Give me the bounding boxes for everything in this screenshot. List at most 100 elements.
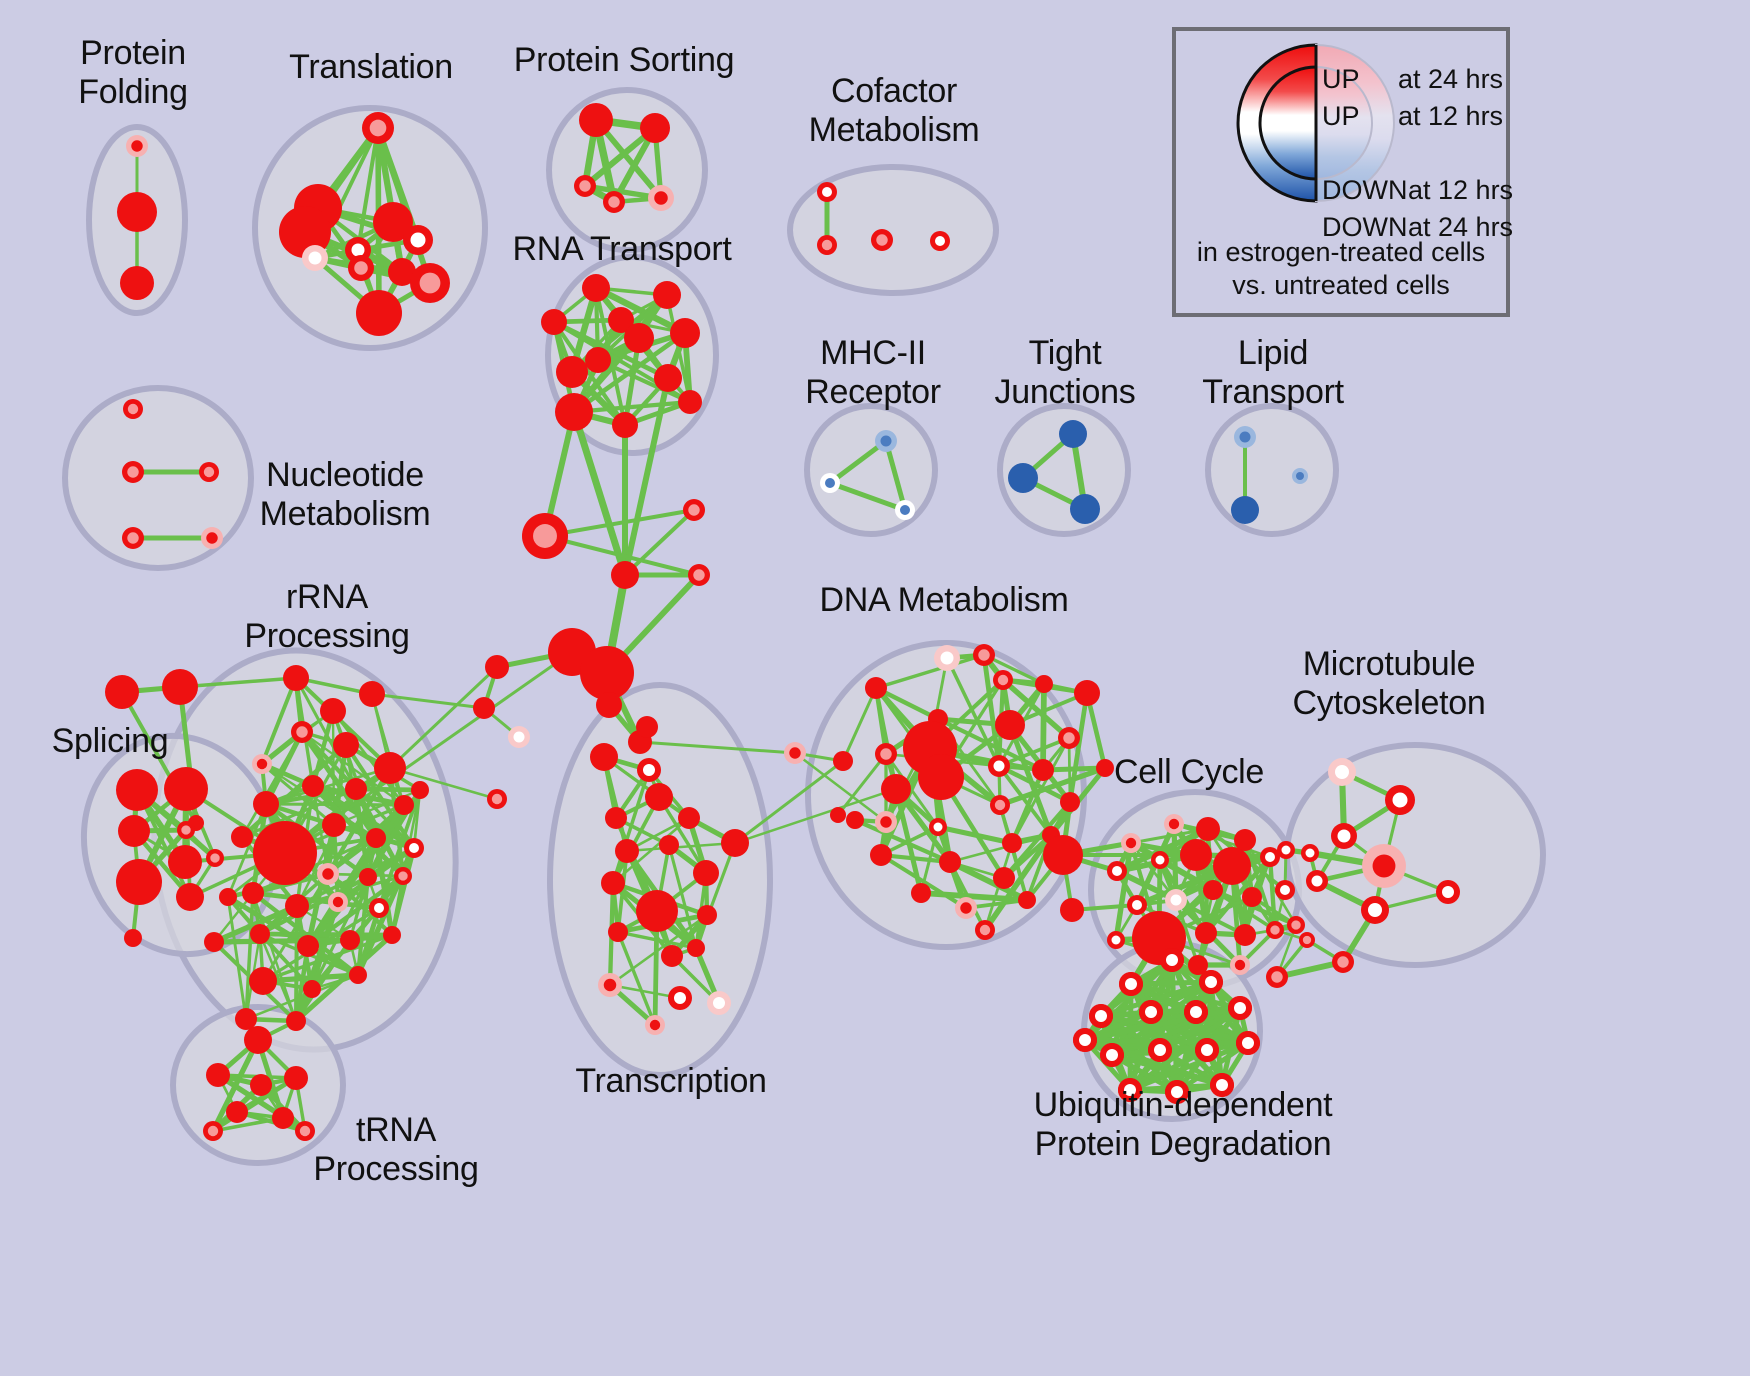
network-node <box>585 347 611 373</box>
network-node <box>1035 675 1053 693</box>
network-node <box>1301 844 1319 862</box>
network-edge <box>1274 959 1346 980</box>
network-edge <box>996 763 1073 805</box>
network-edge <box>1082 1037 1180 1095</box>
network-edge <box>388 766 499 801</box>
network-node <box>404 838 424 858</box>
network-edge <box>343 742 417 851</box>
network-node <box>636 716 658 738</box>
network-node <box>870 844 892 866</box>
network-edge <box>226 802 268 899</box>
network-node <box>253 791 279 817</box>
network-edge <box>310 783 417 851</box>
network-node <box>624 323 654 353</box>
network-node <box>687 939 705 957</box>
network-node <box>1043 835 1083 875</box>
network-edge <box>1113 840 1134 943</box>
network-edge <box>841 686 878 763</box>
network-edge <box>982 653 1046 686</box>
network-edge <box>852 817 953 865</box>
network-edge <box>1127 1040 1251 1093</box>
network-node <box>303 980 321 998</box>
network-edge <box>293 903 300 1024</box>
network-node <box>285 894 309 918</box>
network-node <box>286 1011 306 1031</box>
network-node <box>272 1107 294 1129</box>
network-node <box>895 500 915 520</box>
network-edge <box>226 895 314 991</box>
network-node <box>369 898 389 918</box>
network-node <box>596 692 622 718</box>
network-edge <box>370 692 486 710</box>
network-node <box>556 356 588 388</box>
network-node <box>1230 955 1250 975</box>
network-edge <box>883 438 908 513</box>
network-node <box>1107 931 1125 949</box>
legend-time-0: at 24 hrs <box>1398 64 1504 94</box>
network-node <box>918 754 964 800</box>
network-node <box>1277 841 1295 859</box>
network-node <box>1234 829 1256 851</box>
network-node <box>1119 972 1143 996</box>
network-node <box>126 135 148 157</box>
network-node <box>678 807 700 829</box>
network-node <box>668 986 692 1010</box>
network-edge <box>1067 690 1090 805</box>
legend-rows: UP at 24 hrs UP at 12 hrs DOWN at 12 hrs… <box>1176 31 1513 313</box>
network-edge <box>827 438 889 486</box>
network-node <box>541 309 567 335</box>
network-node <box>911 883 931 903</box>
network-edge <box>997 736 1071 768</box>
network-node <box>683 499 705 521</box>
network-edge <box>1210 887 1299 928</box>
network-node <box>164 767 208 811</box>
network-node <box>283 665 309 691</box>
network-edge <box>373 835 395 938</box>
network-node <box>1127 895 1147 915</box>
network-node <box>1096 759 1114 777</box>
network-node <box>817 235 837 255</box>
network-edge <box>370 692 406 807</box>
network-node <box>279 206 331 258</box>
network-node <box>176 883 204 911</box>
network-node <box>653 281 681 309</box>
network-node <box>611 561 639 589</box>
network-edge <box>884 752 940 829</box>
network-edge <box>625 841 737 853</box>
network-node <box>1299 932 1315 948</box>
network-edge <box>570 408 629 579</box>
network-node <box>253 821 317 885</box>
network-node <box>659 835 679 855</box>
network-node <box>1210 1073 1234 1097</box>
network-node <box>648 185 674 211</box>
network-edge <box>260 676 298 766</box>
network-node <box>348 255 374 281</box>
network-edge <box>1009 767 1046 846</box>
cluster-ellipse-mhc-ii <box>804 403 938 537</box>
network-node <box>403 225 433 255</box>
network-edge <box>1173 897 1248 938</box>
network-node <box>1362 844 1406 888</box>
network-node <box>284 1066 308 1090</box>
network-edge <box>211 937 353 945</box>
network-node <box>1058 727 1080 749</box>
network-node <box>1070 494 1100 524</box>
network-node <box>1139 1000 1163 1024</box>
network-edge <box>244 973 360 1021</box>
network-node <box>373 202 413 242</box>
network-edge <box>240 730 304 839</box>
cluster-ellipse-protein-sorting <box>546 87 708 253</box>
network-node <box>697 905 717 925</box>
network-node <box>1436 880 1460 904</box>
network-node <box>1332 951 1354 973</box>
network-edge <box>997 765 1108 808</box>
network-node <box>1059 420 1087 448</box>
network-node <box>366 828 386 848</box>
network-node <box>320 698 346 724</box>
network-node <box>374 752 406 784</box>
network-node <box>1032 759 1054 781</box>
network-node <box>1107 861 1127 881</box>
network-node <box>990 795 1010 815</box>
network-edge <box>873 685 941 722</box>
network-node <box>168 845 202 879</box>
